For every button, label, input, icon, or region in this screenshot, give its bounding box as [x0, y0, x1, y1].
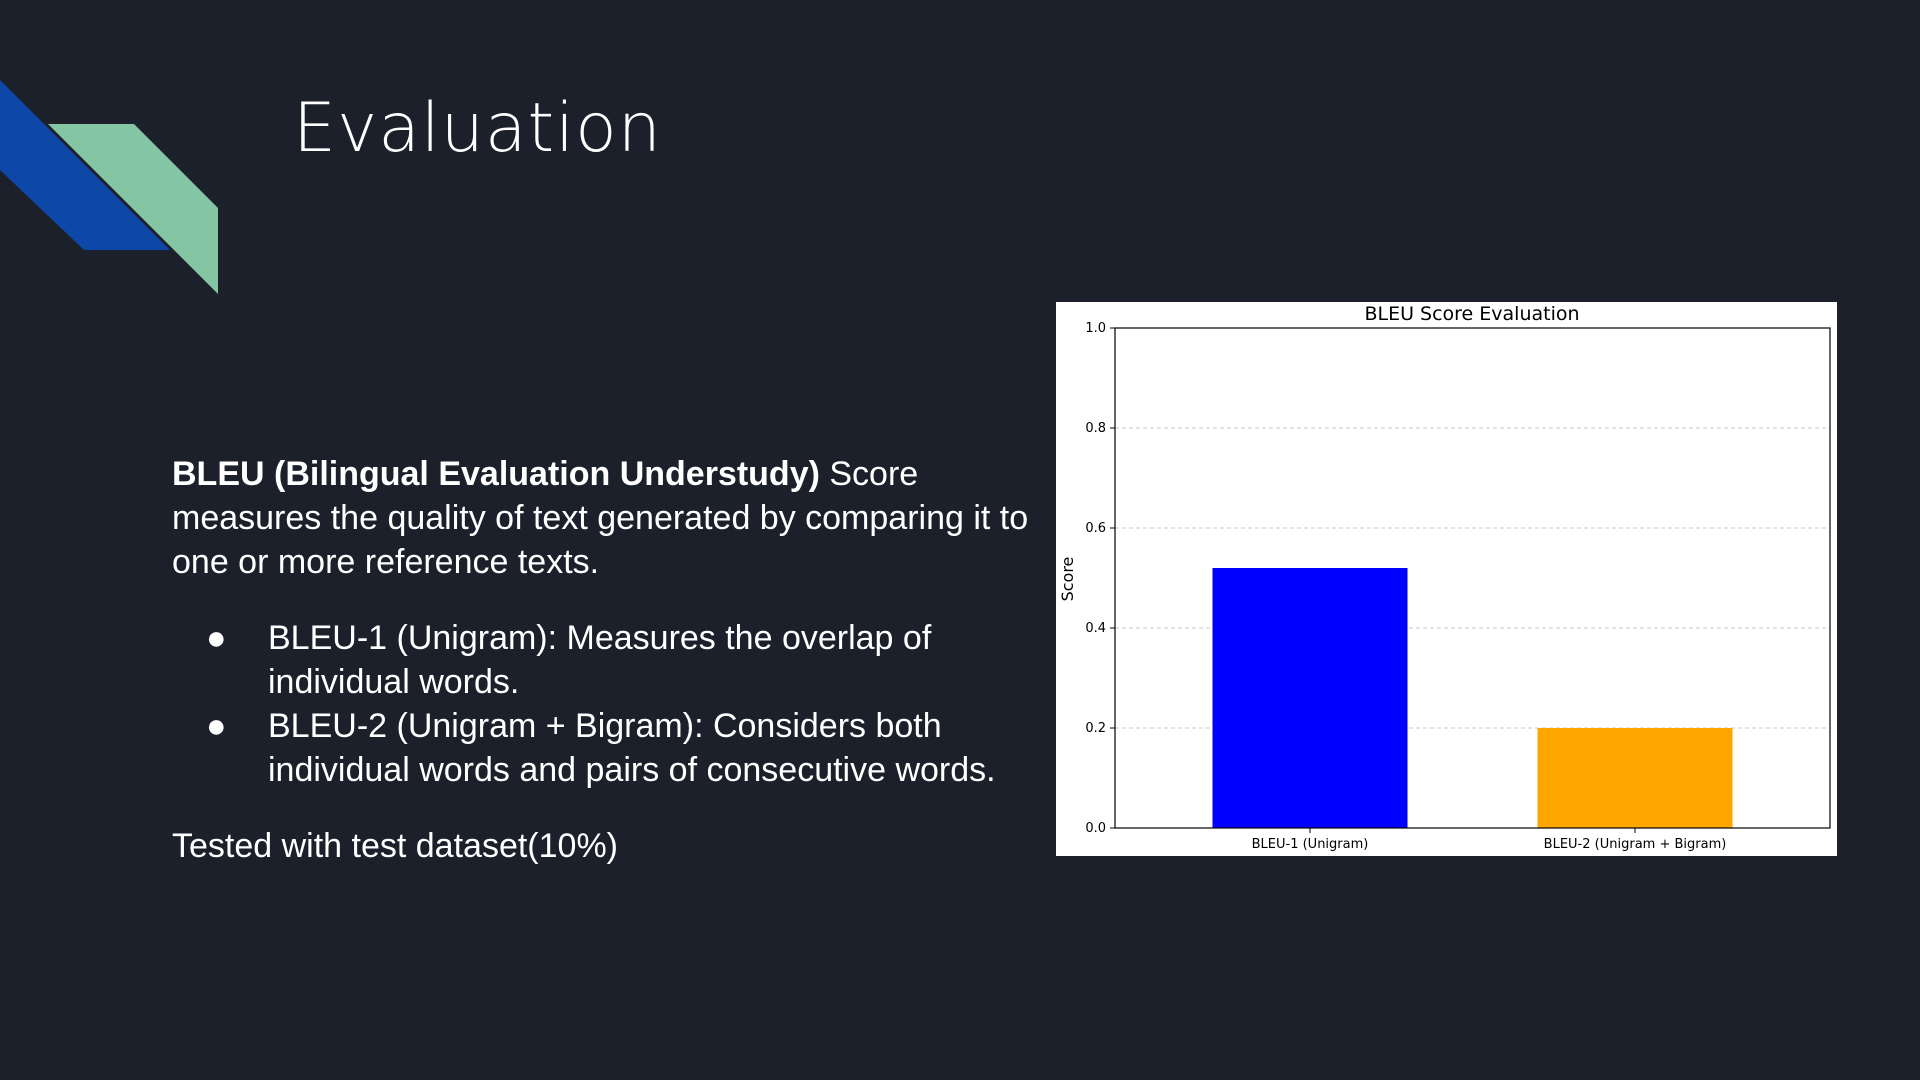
x-tick-label: BLEU-2 (Unigram + Bigram)	[1544, 837, 1727, 852]
page-title: Evaluation	[293, 89, 662, 168]
green-stripe-shape	[48, 124, 218, 294]
bullet-list: ● BLEU-1 (Unigram): Measures the overlap…	[172, 616, 1042, 792]
x-tick-label: BLEU-1 (Unigram)	[1252, 837, 1369, 852]
bar-1	[1212, 568, 1408, 828]
body-text: BLEU (Bilingual Evaluation Understudy) S…	[172, 452, 1042, 868]
list-item: ● BLEU-1 (Unigram): Measures the overlap…	[172, 616, 1042, 704]
y-tick-label: 0.6	[1085, 521, 1106, 536]
y-tick-label: 0.4	[1085, 621, 1106, 636]
intro-bold-term: BLEU (Bilingual Evaluation Understudy)	[172, 455, 820, 493]
intro-paragraph: BLEU (Bilingual Evaluation Understudy) S…	[172, 452, 1042, 584]
y-tick-label: 0.0	[1085, 821, 1106, 836]
bullet-icon: ●	[206, 619, 227, 657]
bullet-icon: ●	[206, 707, 227, 745]
plot-frame	[1114, 327, 1831, 829]
bar-2	[1537, 728, 1733, 828]
bleu-chart: BLEU Score Evaluation Score BLEU-1 (Unig…	[1056, 302, 1837, 856]
bullet-text: BLEU-1 (Unigram): Measures the overlap o…	[268, 619, 932, 701]
y-tick-label: 1.0	[1085, 321, 1106, 336]
decorative-chevrons	[0, 80, 218, 294]
y-tick-label: 0.8	[1085, 421, 1106, 436]
blue-stripe-shape	[0, 80, 170, 250]
y-tick-label: 0.2	[1085, 721, 1106, 736]
bullet-text: BLEU-2 (Unigram + Bigram): Considers bot…	[268, 707, 996, 789]
chart-title: BLEU Score Evaluation	[1364, 303, 1579, 325]
bleu-chart-svg: BLEU Score Evaluation Score BLEU-1 (Unig…	[1058, 303, 1831, 852]
intro-description: Score measures the quality of text gener…	[172, 455, 1029, 581]
y-axis-label: Score	[1058, 557, 1077, 602]
list-item: ● BLEU-2 (Unigram + Bigram): Considers b…	[172, 704, 1042, 792]
dataset-note: Tested with test dataset(10%)	[172, 827, 619, 865]
